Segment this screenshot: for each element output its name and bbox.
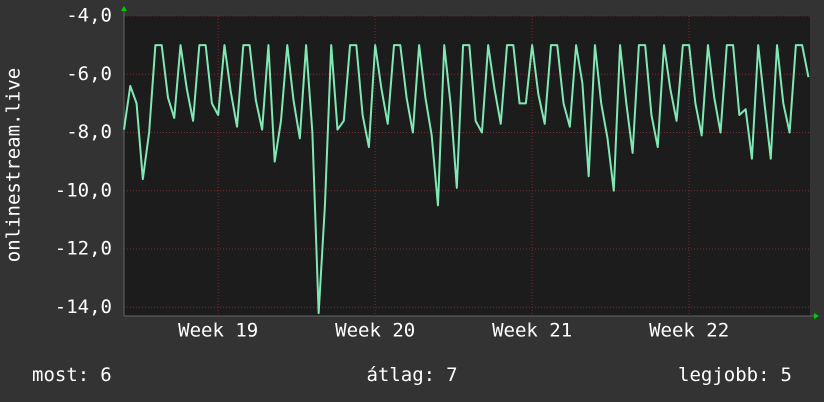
stat-label: most: [32,364,89,386]
x-tick-label: Week 22 [649,320,729,342]
y-tick-label: -14,0 [55,296,112,318]
axis-arrow [814,313,819,319]
x-tick-label: Week 19 [178,320,258,342]
axis-arrow [121,6,127,11]
stat: átlag: 7 [366,364,457,386]
y-tick-label: -8,0 [66,121,112,143]
stat-label: legjobb: [678,364,770,386]
stat: most: 6 [32,364,112,386]
y-tick-label: -6,0 [66,63,112,85]
y-tick-label: -4,0 [66,5,112,27]
plot-area [124,16,810,316]
y-tick-label: -12,0 [55,238,112,260]
stat-value: 5 [781,364,792,386]
x-tick-label: Week 20 [335,320,415,342]
stat-value: 6 [100,364,111,386]
stat-value: 7 [446,364,457,386]
x-tick-label: Week 21 [492,320,572,342]
y-axis-label: onlinestream.live [3,68,25,262]
stat: legjobb: 5 [678,364,792,386]
stat-label: átlag: [366,364,435,386]
y-tick-label: -10,0 [55,179,112,201]
data-line [123,44,810,315]
